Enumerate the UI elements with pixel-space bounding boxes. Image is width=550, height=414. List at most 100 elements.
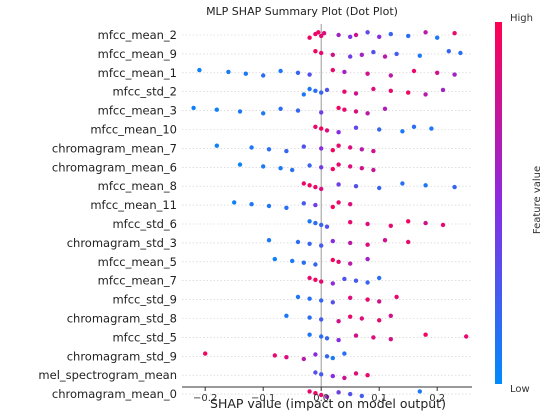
data-point: [371, 335, 376, 340]
data-point: [284, 313, 289, 318]
data-point: [406, 33, 411, 39]
data-point: [348, 295, 353, 300]
data-point: [307, 72, 312, 77]
data-point: [348, 202, 353, 207]
data-point: [324, 354, 330, 359]
data-point: [313, 370, 318, 375]
data-point: [359, 393, 364, 399]
data-point: [295, 239, 301, 245]
data-point: [406, 90, 411, 95]
data-point: [214, 143, 219, 148]
data-point: [237, 109, 243, 114]
data-point: [348, 314, 353, 319]
feature-label: mfcc_mean_5: [98, 255, 177, 269]
feature-label: mfcc_mean_2: [98, 28, 177, 42]
data-point: [336, 143, 341, 148]
data-point: [336, 130, 341, 135]
feature-label: mel_spectrogram_mean: [38, 368, 177, 382]
data-point: [365, 280, 370, 285]
data-point: [232, 200, 237, 205]
data-point: [353, 278, 359, 283]
data-point: [330, 373, 335, 379]
data-point: [284, 355, 289, 360]
data-point: [307, 219, 312, 224]
data-point: [301, 92, 306, 97]
data-point: [388, 73, 393, 78]
data-point: [452, 184, 457, 190]
data-point: [377, 318, 382, 323]
data-point: [278, 68, 283, 74]
feature-label: mfcc_std_2: [112, 85, 177, 99]
data-point: [452, 72, 457, 77]
data-point: [365, 373, 370, 378]
data-point: [336, 105, 341, 111]
data-point: [330, 204, 335, 210]
data-point: [353, 333, 359, 338]
data-point: [307, 315, 312, 320]
data-point: [324, 394, 330, 399]
data-point: [365, 71, 370, 76]
data-point: [348, 164, 353, 169]
data-point: [417, 53, 422, 58]
data-point: [464, 334, 469, 339]
data-point: [319, 334, 324, 339]
data-point: [336, 32, 341, 38]
data-point: [406, 239, 411, 245]
feature-label: chromagram_std_3: [67, 236, 177, 250]
data-point: [313, 49, 318, 54]
data-point: [191, 105, 196, 111]
data-point: [336, 259, 341, 264]
feature-label: chromagram_mean_7: [52, 141, 177, 155]
data-point: [319, 146, 324, 151]
data-point: [330, 166, 335, 172]
data-point: [307, 163, 312, 168]
data-point: [423, 220, 428, 226]
data-point: [348, 240, 353, 246]
data-point: [319, 50, 324, 56]
data-point: [249, 145, 254, 150]
data-point: [278, 106, 283, 112]
feature-label: mfcc_mean_9: [98, 47, 177, 61]
data-point: [319, 165, 324, 170]
data-point: [359, 52, 364, 57]
data-point: [243, 71, 248, 76]
data-point: [319, 90, 324, 95]
data-point: [365, 297, 370, 302]
data-point: [307, 275, 312, 281]
data-point: [261, 111, 266, 116]
feature-label: mfcc_mean_1: [98, 66, 177, 80]
data-point: [336, 390, 341, 395]
data-point: [348, 145, 353, 150]
data-point: [214, 107, 219, 112]
data-point: [313, 220, 318, 226]
data-point: [307, 332, 312, 337]
feature-label: mfcc_mean_8: [98, 179, 177, 193]
colorbar-high-label: High: [510, 13, 533, 24]
feature-label: mfcc_mean_11: [90, 198, 177, 212]
data-point: [330, 300, 335, 305]
data-point: [319, 243, 324, 248]
data-point: [371, 148, 376, 154]
data-point: [446, 49, 451, 54]
data-point: [423, 332, 428, 337]
data-point: [295, 108, 301, 113]
data-point: [313, 391, 318, 396]
data-point: [321, 31, 327, 36]
data-point: [237, 162, 243, 167]
x-tick-label: −0.1: [251, 393, 275, 404]
data-point: [371, 86, 376, 92]
feature-label: chromagram_std_9: [67, 349, 177, 363]
data-point: [319, 222, 324, 228]
data-point: [440, 222, 446, 228]
data-point: [377, 34, 382, 39]
x-ticks: −0.2 −0.1 0.0 0.1 0.2: [193, 387, 445, 404]
feature-label: mfcc_std_6: [112, 217, 177, 231]
data-point: [313, 277, 318, 282]
data-point: [342, 276, 347, 282]
colorbar-title: Feature value: [532, 166, 543, 234]
data-point: [388, 223, 393, 228]
feature-label: mfcc_mean_10: [90, 123, 177, 137]
data-point: [417, 389, 422, 394]
data-point: [272, 256, 277, 262]
data-point: [330, 67, 335, 73]
